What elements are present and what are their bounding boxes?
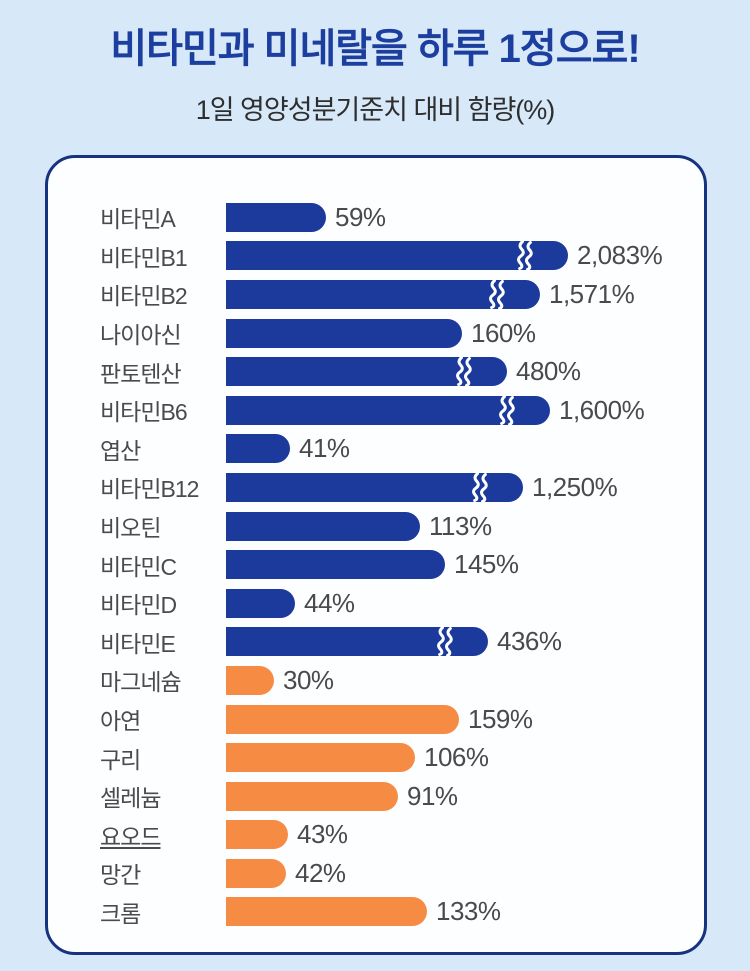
bar-label: 마그네슘 (100, 669, 182, 696)
chart-row: 비타민A 59% (100, 198, 704, 237)
chart-row: 비타민B2 1,571% (100, 275, 704, 314)
chart-row: 셀레늄 91% (100, 777, 704, 816)
bar-label: 요오드 (100, 823, 161, 850)
bar-label: 크롬 (100, 900, 141, 927)
chart-row: 비타민B6 1,600% (100, 391, 704, 430)
chart-row: 나이아신 160% (100, 314, 704, 353)
bar-label: 엽산 (100, 437, 141, 464)
chart-row: 크롬 133% (100, 893, 704, 932)
chart-row: 망간 42% (100, 854, 704, 893)
bar-label: 비타민C (100, 553, 177, 580)
chart-row: 구리 106% (100, 738, 704, 777)
mineral-bar (226, 858, 286, 888)
bar-value: 1,571% (549, 278, 635, 309)
bar-break-icon (472, 472, 488, 502)
bar-value: 42% (295, 857, 346, 888)
bar-label: 셀레늄 (100, 785, 161, 812)
chart-card: 비타민A 59% 비타민B1 2,083% 비타민B2 1,571% 나이아신 160% 판토텐… (45, 155, 707, 955)
vitamin-bar (226, 357, 507, 387)
page-subtitle: 1일 영양성분기준치 대비 함량(%) (195, 95, 556, 125)
chart-row: 아연 159% (100, 700, 704, 739)
bar-label: 비타민B2 (100, 283, 188, 310)
bar-break-icon (456, 357, 472, 387)
bar-value: 30% (283, 664, 334, 695)
bar-label: 나이아신 (100, 322, 182, 349)
bar-label: 비타민A (100, 206, 176, 233)
bar-break-icon (489, 279, 505, 309)
bar-value: 43% (297, 819, 348, 850)
chart-row: 비오틴 113% (100, 507, 704, 546)
chart-row: 비타민D 44% (100, 584, 704, 623)
bar-value: 436% (497, 626, 562, 657)
chart-row: 엽산 41% (100, 430, 704, 469)
chart-row: 판토텐산 480% (100, 352, 704, 391)
bar-label: 판토텐산 (100, 360, 182, 387)
bar-value: 106% (424, 742, 489, 773)
bar-label: 비타민B12 (100, 476, 199, 503)
vitamin-bar (226, 588, 295, 618)
vitamin-bar (226, 550, 445, 580)
bar-break-icon (517, 241, 533, 271)
bar-label: 구리 (100, 746, 141, 773)
vitamin-bar (226, 511, 420, 541)
bar-label: 아연 (100, 708, 141, 735)
bar-label: 비타민B6 (100, 399, 188, 426)
bar-value: 59% (335, 201, 386, 232)
bar-value: 133% (436, 896, 501, 927)
mineral-bar (226, 743, 415, 773)
bar-value: 160% (471, 317, 536, 348)
bar-value: 1,600% (559, 394, 645, 425)
header: 비타민과 미네랄을 하루 1정으로! 1일 영양성분기준치 대비 함량(%) (0, 0, 750, 127)
mineral-bar (226, 820, 288, 850)
chart-row: 비타민B12 1,250% (100, 468, 704, 507)
vitamin-bar (226, 241, 568, 271)
vitamin-bar (226, 202, 326, 232)
page-title: 비타민과 미네랄을 하루 1정으로! (110, 27, 640, 71)
bar-label: 비타민B1 (100, 244, 188, 271)
mineral-bar (226, 897, 427, 927)
chart-row: 마그네슘 30% (100, 661, 704, 700)
bar-label: 비타민D (100, 592, 177, 619)
bar-break-icon (499, 395, 515, 425)
vitamin-bar (226, 279, 540, 309)
chart-row: 비타민C 145% (100, 545, 704, 584)
bar-value: 91% (407, 780, 458, 811)
mineral-bar (226, 704, 459, 734)
mineral-bar (226, 781, 398, 811)
bar-value: 2,083% (577, 240, 663, 271)
bar-value: 145% (454, 549, 519, 580)
bar-value: 159% (468, 703, 533, 734)
bar-value: 113% (429, 510, 492, 541)
vitamin-bar (226, 472, 523, 502)
vitamin-bar (226, 434, 290, 464)
bar-label: 비오틴 (100, 515, 161, 542)
bar-value: 41% (299, 433, 350, 464)
bar-label: 비타민E (100, 630, 176, 657)
bar-break-icon (437, 627, 453, 657)
bar-value: 1,250% (532, 471, 618, 502)
vitamin-bar (226, 395, 550, 425)
bar-value: 44% (304, 587, 355, 618)
chart-row: 비타민E 436% (100, 623, 704, 662)
mineral-bar (226, 665, 274, 695)
bar-value: 480% (516, 356, 581, 387)
vitamin-bar (226, 627, 488, 657)
chart-row: 요오드 43% (100, 816, 704, 855)
chart-row: 비타민B1 2,083% (100, 237, 704, 276)
vitamin-bar (226, 318, 462, 348)
bar-chart: 비타민A 59% 비타민B1 2,083% 비타민B2 1,571% 나이아신 160% 판토텐… (100, 198, 704, 931)
bar-label: 망간 (100, 862, 141, 889)
